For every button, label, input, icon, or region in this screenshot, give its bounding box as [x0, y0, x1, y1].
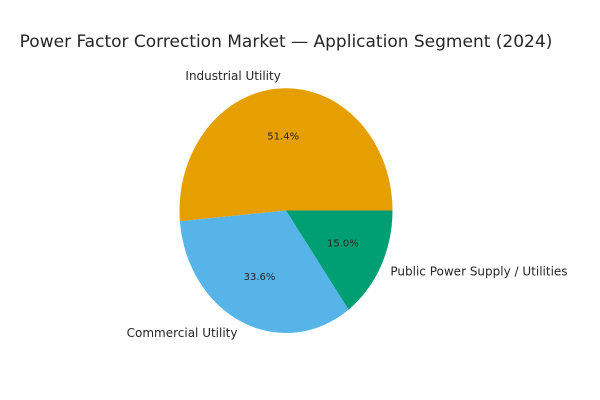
slice-pct-industrial-utility: 51.4% — [267, 132, 299, 143]
slice-pct-public-power-supply-utilities: 15.0% — [327, 238, 359, 249]
pie-slice-industrial-utility — [179, 88, 393, 222]
pie-slice-public-power-supply-utilities — [286, 210, 393, 310]
chart-title: Power Factor Correction Market — Applica… — [19, 32, 553, 52]
slice-pct-commercial-utility: 33.6% — [244, 272, 276, 283]
pie-slice-commercial-utility — [179, 210, 349, 334]
slice-label-industrial-utility: Industrial Utility — [185, 69, 280, 83]
slice-label-public-power-supply-utilities: Public Power Supply / Utilities — [390, 265, 567, 279]
slice-label-commercial-utility: Commercial Utility — [127, 326, 238, 340]
